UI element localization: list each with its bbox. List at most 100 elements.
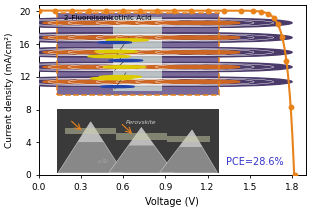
- Circle shape: [98, 42, 132, 43]
- X-axis label: Voltage (V): Voltage (V): [146, 197, 199, 207]
- Circle shape: [91, 77, 133, 80]
- Circle shape: [95, 50, 137, 53]
- Circle shape: [137, 63, 292, 71]
- Circle shape: [63, 66, 113, 68]
- Circle shape: [50, 18, 205, 27]
- Circle shape: [118, 18, 272, 27]
- Circle shape: [78, 63, 233, 71]
- Circle shape: [78, 33, 233, 42]
- Text: PCE=28.6%: PCE=28.6%: [226, 157, 284, 167]
- Circle shape: [106, 39, 148, 41]
- Circle shape: [30, 63, 185, 71]
- Circle shape: [30, 18, 185, 27]
- Circle shape: [118, 63, 272, 71]
- Polygon shape: [78, 122, 104, 142]
- Polygon shape: [58, 122, 123, 173]
- Bar: [57, 13, 219, 95]
- Bar: [57, 109, 219, 173]
- Circle shape: [100, 86, 134, 88]
- Polygon shape: [109, 127, 174, 173]
- Circle shape: [50, 77, 205, 86]
- Circle shape: [82, 80, 133, 83]
- Circle shape: [118, 48, 272, 57]
- Circle shape: [98, 48, 253, 57]
- Circle shape: [78, 77, 233, 86]
- Circle shape: [0, 48, 146, 57]
- Circle shape: [50, 48, 205, 57]
- Circle shape: [0, 63, 146, 71]
- Circle shape: [82, 66, 133, 68]
- Circle shape: [150, 21, 201, 24]
- Circle shape: [169, 80, 220, 83]
- Circle shape: [130, 51, 181, 54]
- Circle shape: [102, 51, 153, 54]
- Circle shape: [10, 18, 165, 27]
- Circle shape: [189, 21, 240, 24]
- Circle shape: [130, 21, 181, 24]
- Circle shape: [10, 33, 165, 42]
- Circle shape: [98, 63, 253, 71]
- Bar: [116, 133, 167, 140]
- Circle shape: [0, 33, 146, 42]
- Circle shape: [10, 63, 165, 71]
- Circle shape: [137, 18, 292, 27]
- Circle shape: [0, 18, 146, 27]
- Circle shape: [88, 55, 130, 58]
- Circle shape: [189, 80, 240, 83]
- Circle shape: [98, 33, 253, 42]
- Circle shape: [118, 77, 272, 86]
- Circle shape: [30, 48, 185, 57]
- Circle shape: [169, 66, 220, 68]
- Polygon shape: [128, 127, 154, 145]
- Bar: [57, 13, 219, 95]
- Circle shape: [99, 76, 142, 78]
- Circle shape: [63, 51, 113, 54]
- Circle shape: [102, 80, 153, 83]
- Circle shape: [98, 77, 253, 86]
- Circle shape: [169, 21, 220, 24]
- Circle shape: [102, 36, 153, 39]
- Polygon shape: [179, 130, 202, 147]
- Circle shape: [43, 80, 94, 83]
- Circle shape: [43, 66, 94, 68]
- Circle shape: [103, 66, 146, 68]
- Circle shape: [109, 60, 143, 61]
- Circle shape: [150, 80, 201, 83]
- Circle shape: [63, 36, 113, 39]
- Circle shape: [50, 63, 205, 71]
- Circle shape: [130, 80, 181, 83]
- Circle shape: [150, 36, 201, 39]
- Circle shape: [169, 51, 220, 54]
- Circle shape: [150, 51, 201, 54]
- Circle shape: [137, 33, 292, 42]
- Circle shape: [189, 36, 240, 39]
- Bar: [113, 17, 162, 91]
- Circle shape: [82, 21, 133, 24]
- Text: 2-Fluoroisonicotinic Acid: 2-Fluoroisonicotinic Acid: [64, 15, 152, 21]
- Text: c-Si: c-Si: [98, 159, 109, 164]
- Bar: [65, 127, 116, 134]
- Circle shape: [63, 21, 113, 24]
- Bar: [167, 136, 210, 142]
- Circle shape: [130, 36, 181, 39]
- Circle shape: [30, 77, 185, 86]
- Circle shape: [63, 80, 113, 83]
- Circle shape: [30, 33, 185, 42]
- Circle shape: [50, 33, 205, 42]
- Circle shape: [43, 51, 94, 54]
- Circle shape: [169, 36, 220, 39]
- Circle shape: [150, 66, 201, 68]
- Circle shape: [78, 48, 233, 57]
- Circle shape: [10, 48, 165, 57]
- Circle shape: [102, 21, 153, 24]
- Circle shape: [82, 36, 133, 39]
- Circle shape: [43, 21, 94, 24]
- Circle shape: [98, 18, 253, 27]
- Polygon shape: [160, 130, 217, 173]
- Circle shape: [130, 66, 181, 68]
- Circle shape: [43, 36, 94, 39]
- Circle shape: [10, 77, 165, 86]
- Y-axis label: Current density (mA/cm²): Current density (mA/cm²): [5, 32, 14, 148]
- Circle shape: [78, 18, 233, 27]
- Circle shape: [137, 77, 292, 86]
